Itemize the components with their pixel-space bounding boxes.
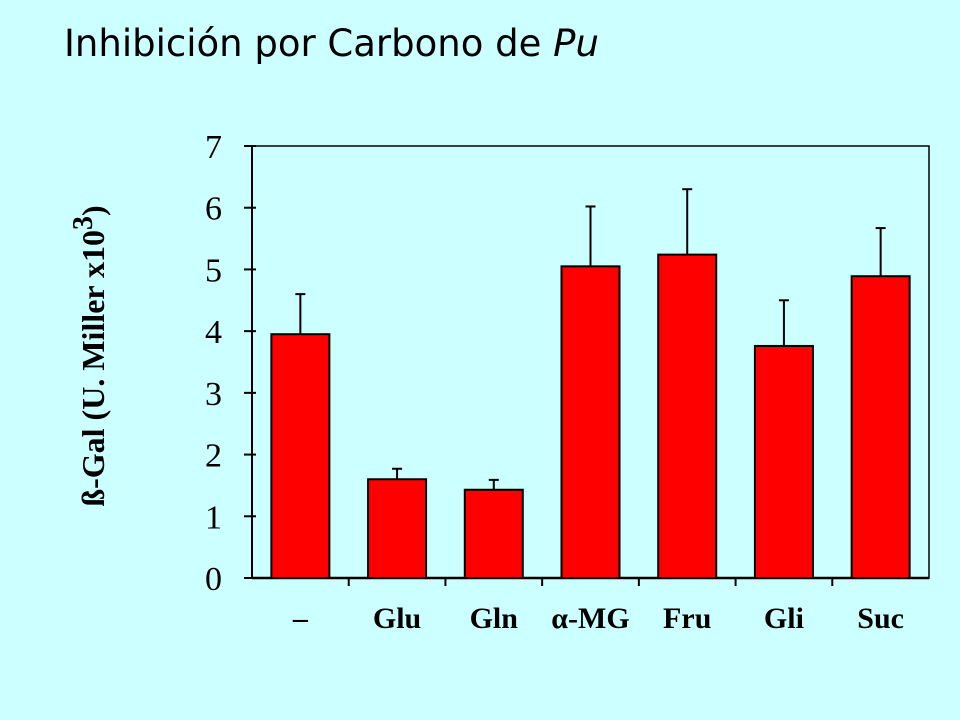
y-axis-label: ß-Gal (U. Miller x103) — [68, 205, 111, 506]
y-axis-label-text: ß-Gal (U. Miller x10 — [75, 230, 111, 507]
y-tick-label: 0 — [205, 561, 222, 598]
bar-4 — [657, 253, 718, 579]
y-axis: 0 1 2 3 4 5 6 7 — [205, 129, 256, 598]
bar-3 — [560, 265, 621, 579]
y-tick-label: 2 — [205, 438, 222, 475]
y-tick-label: 4 — [205, 314, 222, 351]
y-tick-label: 6 — [205, 191, 222, 228]
chart-title-text: Inhibición por Carbono de — [64, 22, 554, 65]
y-tick-label: 3 — [205, 376, 222, 413]
category-labels: – Glu Gln α-MG Fru Gli Suc — [292, 602, 904, 635]
y-tick-label: 1 — [205, 499, 222, 536]
y-axis-label-exponent: 3 — [68, 216, 99, 230]
y-tick-label: 5 — [205, 252, 222, 289]
x-category-label: Glu — [373, 602, 421, 635]
x-category-label: Gli — [764, 602, 804, 635]
error-bars-group — [295, 188, 886, 490]
x-category-label: Suc — [857, 602, 904, 635]
y-tick-label: 7 — [205, 129, 222, 166]
x-category-label: α-MG — [551, 602, 629, 635]
bar-0 — [270, 333, 331, 579]
bar-5 — [753, 344, 814, 579]
bars-group — [270, 253, 911, 579]
y-axis-label-close: ) — [75, 205, 111, 216]
bar-6 — [850, 275, 911, 579]
chart-title: Inhibición por Carbono de Pu — [64, 22, 599, 65]
bar-1 — [367, 478, 428, 579]
x-category-label: – — [292, 602, 309, 635]
x-category-label: Gln — [470, 602, 519, 635]
x-axis — [347, 578, 834, 586]
chart-title-italic: Pu — [553, 22, 599, 65]
x-category-label: Fru — [663, 602, 711, 635]
bar-2 — [463, 488, 524, 579]
